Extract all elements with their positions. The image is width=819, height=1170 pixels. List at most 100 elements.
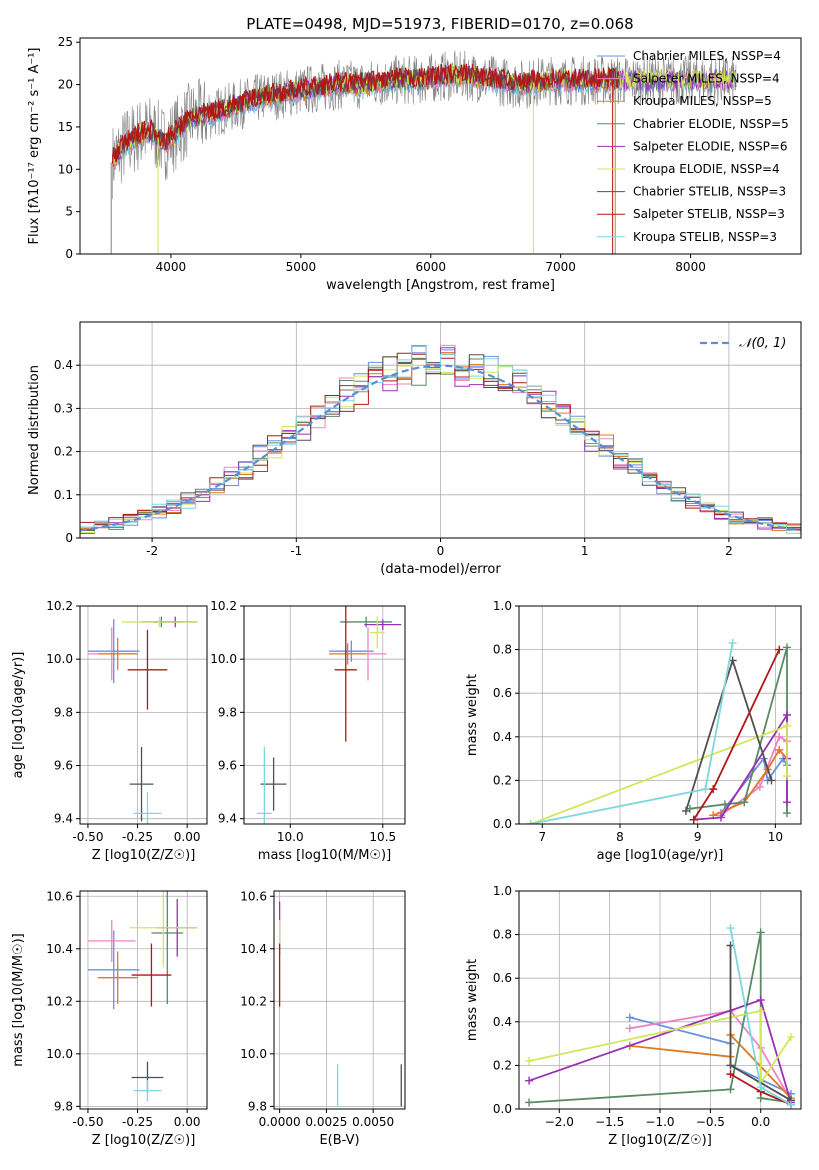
x-tick-label: 1: [581, 544, 589, 558]
legend-entry: Chabrier ELODIE, NSSP=5: [633, 117, 789, 131]
mass-weight-line-salpeter_miles: [720, 735, 788, 817]
y-tick-label: 10.6: [46, 889, 73, 903]
mass-weight-line-salpeter_miles: [629, 1009, 792, 1101]
marker-kroupa_elodie: [756, 1006, 765, 1015]
y-tick-label: 10.2: [46, 599, 73, 613]
marker-kroupa_elodie: [786, 1033, 795, 1042]
y-axis-label: mass weight: [465, 674, 480, 756]
y-tick-label: 20: [58, 78, 73, 92]
marker-salpeter_elodie: [783, 711, 792, 719]
y-tick-label: 0.4: [493, 1015, 512, 1029]
axes-frame: [518, 605, 802, 825]
mass-weight-line-kroupa_elodie: [528, 1009, 792, 1086]
axes-frame: [273, 890, 406, 1110]
y-tick-label: 10.0: [240, 1047, 267, 1061]
y-tick-label: 10.0: [46, 1047, 73, 1061]
marker-chabrier_elodie: [756, 928, 765, 937]
y-tick-label: 5: [65, 205, 73, 219]
y-tick-label: 0: [65, 247, 73, 261]
mass-weight-line-chabrier_elodie: [689, 647, 788, 814]
x-tick-label: -0.50: [72, 1115, 103, 1129]
legend-entry: Chabrier MILES, NSSP=4: [633, 49, 781, 63]
y-tick-label: 10.4: [240, 942, 267, 956]
y-tick-label: 25: [58, 35, 73, 49]
y-tick-label: 0.8: [493, 928, 512, 942]
marker-chabrier_elodie: [783, 643, 792, 652]
y-tick-label: 0.0: [493, 817, 512, 831]
x-tick-label: −2.0: [545, 1115, 574, 1129]
plot-area: [274, 891, 405, 1109]
marker-chabrier_stelib: [767, 776, 776, 785]
y-tick-label: 0.1: [54, 488, 73, 502]
y-tick-label: 9.4: [218, 812, 237, 826]
chart-title: PLATE=0498, MJD=51973, FIBERID=0170, z=0…: [246, 15, 633, 33]
y-tick-label: 0.6: [493, 686, 512, 700]
marker-chabrier_miles: [625, 1013, 634, 1022]
y-tick-label: 9.4: [54, 812, 73, 826]
y-tick-label: 10.2: [240, 994, 267, 1008]
marker-kroupa_elodie: [525, 1057, 534, 1066]
marker-chabrier_elodie: [525, 1098, 534, 1107]
y-axis-label: mass weight: [465, 959, 480, 1041]
marker-kroupa_stelib: [526, 820, 535, 824]
legend-entry: 𝒩(0, 1): [739, 336, 786, 351]
y-tick-label: 1.0: [493, 884, 512, 898]
plot-area: [519, 606, 801, 824]
x-tick-label: 0.00: [174, 830, 201, 844]
y-tick-label: 0.2: [493, 1058, 512, 1072]
y-tick-label: 9.8: [218, 705, 237, 719]
spectrum-panel: 4000 5000 6000 7000 8000 0 5 10 15 20 25 wavelength…: [27, 15, 802, 293]
plot-area: [80, 322, 801, 538]
marker-kroupa_stelib: [728, 639, 737, 648]
mass-weight-panel-7: −2.0 −1.5 −1.0 −0.5 0.0 0.0 0.2 0.4 0.6 0.8 1.0 Z […: [465, 884, 802, 1148]
x-tick-label: −1.5: [595, 1115, 624, 1129]
legend-entry: Chabrier STELIB, NSSP=3: [633, 185, 786, 199]
y-tick-label: 0.2: [493, 773, 512, 787]
marker-kroupa_miles: [775, 745, 784, 754]
x-tick-label: 0.00: [174, 1115, 201, 1129]
legend-entry: Salpeter ELODIE, NSSP=6: [633, 139, 788, 153]
y-tick-label: 0.0: [493, 1102, 512, 1116]
y-axis-label: age [log10(age/yr)]: [11, 652, 26, 779]
marker-salpeter_miles: [755, 782, 764, 791]
x-axis-label: mass [log10(M/M☉)]: [258, 848, 391, 863]
x-tick-label: 10: [768, 830, 783, 844]
x-axis-label: wavelength [Angstrom, rest frame]: [326, 278, 555, 293]
legend-entry: Kroupa MILES, NSSP=5: [633, 94, 772, 108]
y-tick-label: 10.2: [46, 994, 73, 1008]
marker-salpeter_elodie: [783, 798, 792, 807]
marker-chabrier_elodie: [720, 800, 729, 809]
axes-frame: [79, 605, 208, 825]
y-tick-label: 0: [65, 531, 73, 545]
y-axis-label: mass [log10(M/M☉)]: [11, 933, 26, 1066]
x-tick-label: 7000: [545, 260, 576, 274]
y-tick-label: 9.6: [218, 759, 237, 773]
marker-chabrier_stelib: [682, 806, 691, 815]
x-tick-label: −0.5: [696, 1115, 725, 1129]
x-tick-label: 2: [725, 544, 733, 558]
marker-kroupa_stelib: [756, 1083, 765, 1092]
y-tick-label: 9.8: [54, 705, 73, 719]
plot-area: [80, 606, 207, 824]
x-tick-label: 0.0: [751, 1115, 770, 1129]
x-axis-label: (data-model)/error: [380, 562, 501, 577]
marker-chabrier_stelib: [726, 1061, 735, 1070]
marker-kroupa_elodie: [783, 772, 792, 781]
plot-area: [519, 891, 801, 1109]
marker-kroupa_stelib: [786, 1100, 795, 1109]
model-line-salpeter_stelib: [111, 63, 620, 164]
x-tick-label: 5000: [286, 260, 317, 274]
marker-chabrier_elodie: [740, 798, 749, 807]
marker-salpeter_stelib: [709, 785, 718, 794]
y-tick-label: 0.3: [54, 401, 73, 415]
marker-salpeter_stelib: [689, 815, 698, 824]
x-tick-label: -0.25: [122, 1115, 153, 1129]
x-tick-label: 0.0050: [352, 1115, 394, 1129]
errorbar-panel-6: 0.0000 0.0025 0.0050 9.8 10.0 10.2 10.4 10.6 E(B…: [240, 889, 406, 1148]
x-tick-label: 10.5: [369, 830, 396, 844]
y-tick-label: 0.6: [493, 971, 512, 985]
x-tick-label: 0.0025: [305, 1115, 347, 1129]
x-tick-label: 8: [616, 830, 624, 844]
y-tick-label: 10.0: [210, 652, 237, 666]
